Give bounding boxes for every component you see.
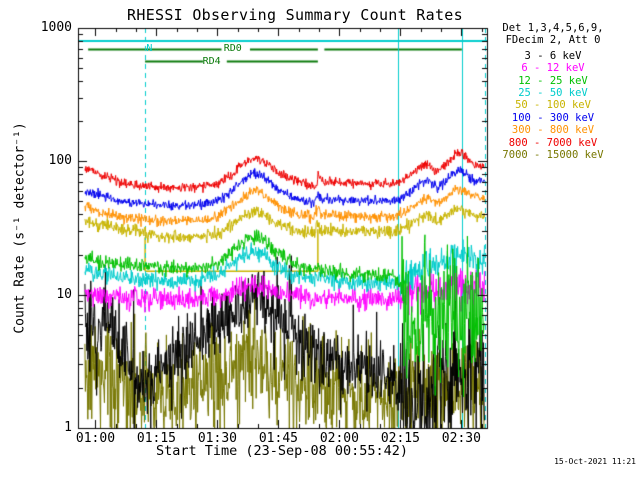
- x-tick-label: 01:00: [75, 431, 116, 446]
- x-tick-label: 01:15: [136, 431, 177, 446]
- rd4-flag-label: RD4: [202, 55, 221, 67]
- rd0-flag-label: RD0: [223, 43, 242, 55]
- legend-band-4: 50 - 100 keV: [515, 99, 591, 112]
- night-flag-label: N: [146, 42, 153, 54]
- x-tick-label: 02:15: [380, 431, 420, 446]
- y-tick-label: 1000: [40, 20, 72, 35]
- legend-band-1: 6 - 12 keV: [521, 62, 585, 75]
- legend-band-6: 300 - 800 keV: [511, 124, 595, 137]
- y-tick-label: 10: [56, 286, 72, 302]
- legend-config: FDecim 2, Att 0: [505, 34, 601, 47]
- legend-band-0: 3 - 6 keV: [524, 49, 582, 62]
- y-tick-label: 100: [48, 153, 72, 169]
- legend-detector-list: Det 1,3,4,5,6,9,: [502, 22, 604, 34]
- creation-timestamp: 15-Oct-2021 11:21: [554, 457, 636, 466]
- x-tick-label: 02:30: [441, 431, 481, 446]
- legend: Det 1,3,4,5,6,9, FDecim 2, Att 0 3 - 6 k…: [494, 22, 612, 161]
- legend-band-3: 25 - 50 keV: [518, 87, 588, 100]
- x-tick-label: 01:30: [197, 431, 237, 446]
- legend-band-5: 100 - 300 keV: [511, 111, 595, 124]
- chart-title: RHESSI Observing Summary Count Rates: [127, 6, 463, 24]
- legend-band-2: 12 - 25 keV: [518, 74, 588, 87]
- y-tick-label: 1: [64, 420, 72, 435]
- x-tick-label: 02:00: [319, 431, 359, 446]
- legend-band-8: 7000 - 15000 keV: [502, 149, 604, 162]
- legend-band-7: 800 - 7000 keV: [508, 136, 598, 149]
- x-axis-title: Start Time (23-Sep-08 00:55:42): [156, 443, 408, 459]
- x-tick-label: 01:45: [258, 431, 298, 446]
